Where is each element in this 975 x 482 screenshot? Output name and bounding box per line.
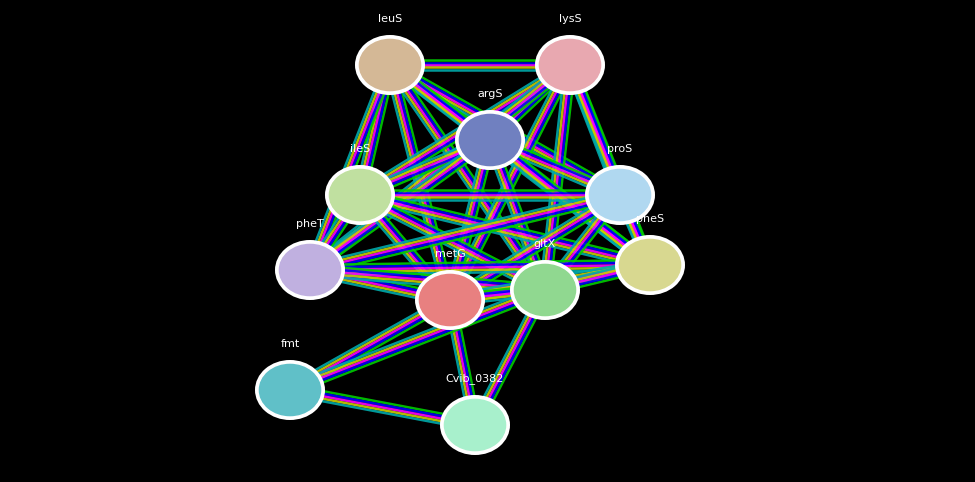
Text: fmt: fmt	[281, 339, 299, 349]
Ellipse shape	[275, 240, 345, 300]
Ellipse shape	[440, 395, 510, 455]
Text: pheT: pheT	[296, 219, 324, 229]
Ellipse shape	[418, 273, 482, 327]
Ellipse shape	[443, 398, 507, 452]
Text: pheS: pheS	[636, 214, 664, 224]
Text: leuS: leuS	[378, 14, 402, 24]
Ellipse shape	[618, 238, 682, 292]
Ellipse shape	[258, 363, 322, 417]
Ellipse shape	[328, 168, 392, 222]
Ellipse shape	[355, 35, 425, 95]
Ellipse shape	[588, 168, 652, 222]
Ellipse shape	[325, 165, 395, 225]
Text: ileS: ileS	[350, 144, 370, 154]
Text: metG: metG	[435, 249, 465, 259]
Text: proS: proS	[607, 144, 633, 154]
Ellipse shape	[535, 35, 605, 95]
Ellipse shape	[278, 243, 342, 297]
Ellipse shape	[358, 38, 422, 92]
Text: Cvib_0382: Cvib_0382	[446, 373, 504, 384]
Text: argS: argS	[477, 89, 503, 99]
Ellipse shape	[538, 38, 602, 92]
Ellipse shape	[513, 263, 577, 317]
Ellipse shape	[510, 260, 580, 320]
Ellipse shape	[615, 235, 685, 295]
Ellipse shape	[255, 360, 325, 420]
Text: gltX: gltX	[534, 239, 556, 249]
Ellipse shape	[415, 270, 485, 330]
Text: lysS: lysS	[559, 14, 581, 24]
Ellipse shape	[458, 113, 522, 167]
Ellipse shape	[455, 110, 525, 170]
Ellipse shape	[585, 165, 655, 225]
